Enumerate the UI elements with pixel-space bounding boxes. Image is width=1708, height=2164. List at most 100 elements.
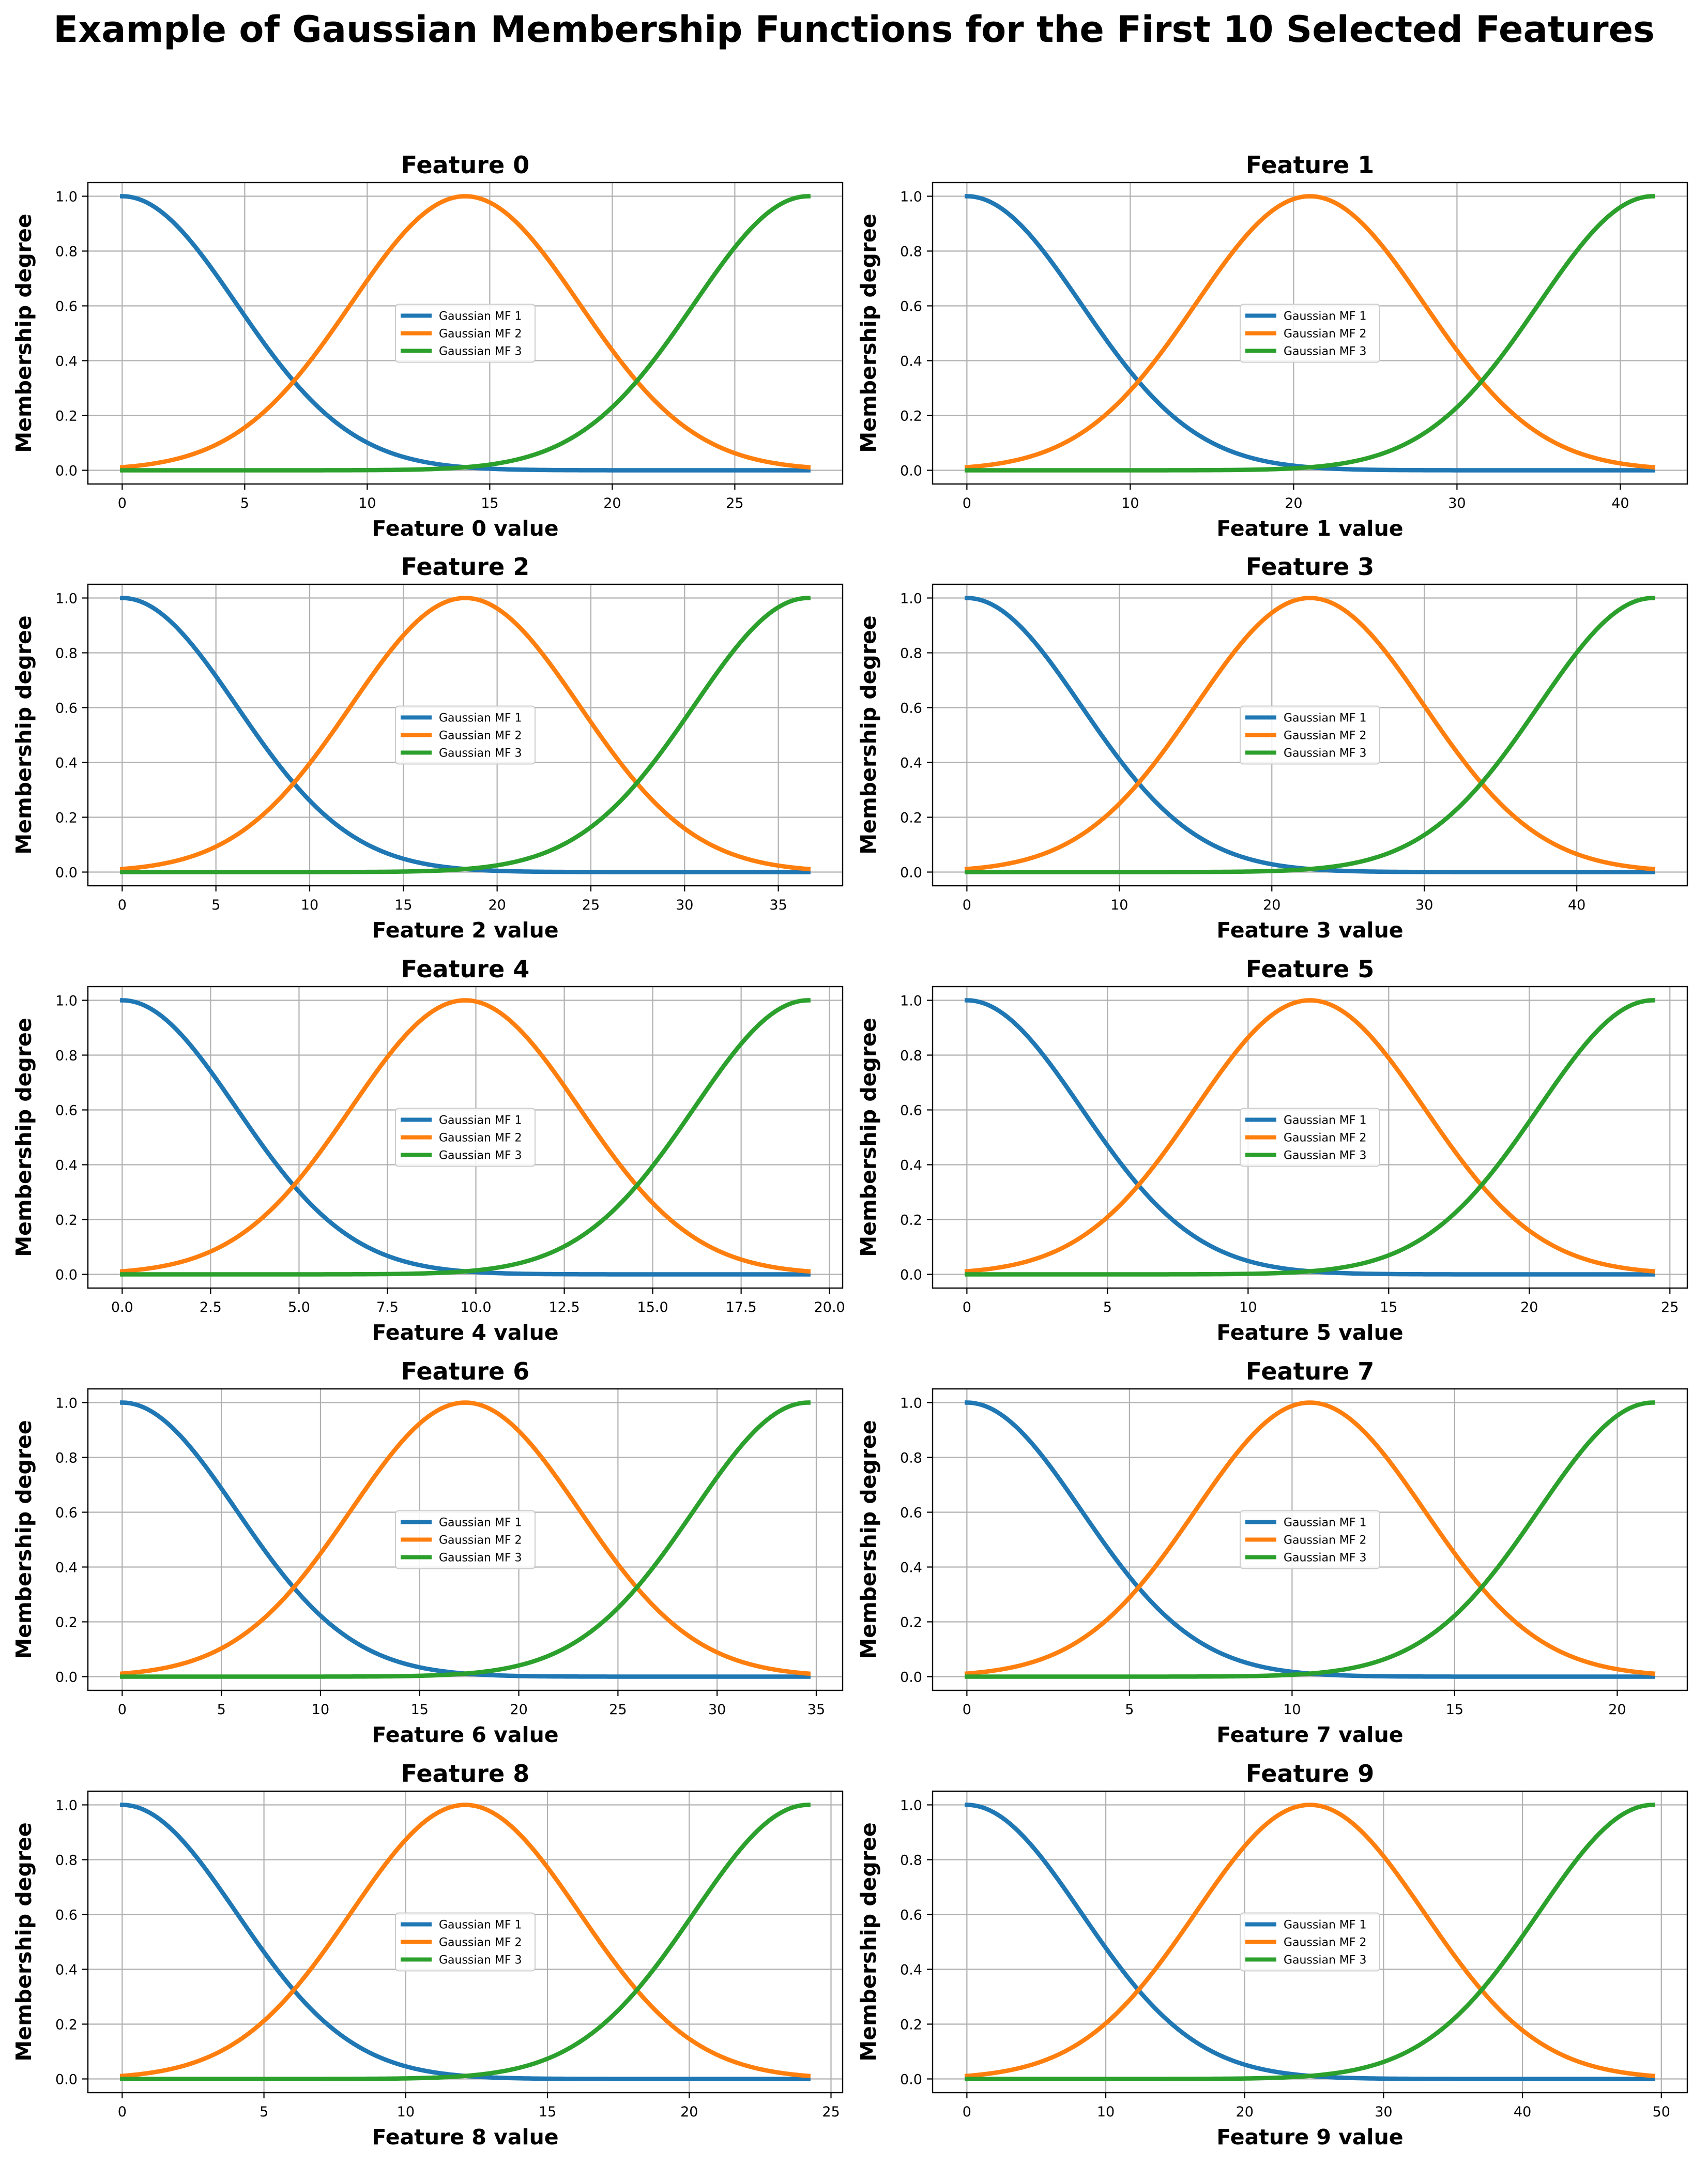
x-tick-label: 20: [1520, 1299, 1538, 1315]
legend-box: [395, 1108, 536, 1167]
legend-label: Gaussian MF 1: [1284, 310, 1367, 323]
y-tick-label: 1.0: [55, 591, 78, 607]
x-tick-label: 5: [1103, 1299, 1112, 1315]
x-tick-label: 10: [1121, 495, 1139, 511]
y-tick-label: 0.0: [900, 1670, 922, 1686]
x-tick-label: 17.5: [726, 1299, 757, 1315]
x-tick-label: 10: [301, 897, 318, 913]
legend-label: Gaussian MF 1: [1284, 1517, 1367, 1530]
subplot-feature-8: 0 5 10 15 20 25 0.0 0.2 0.4 0.6 0.8 1.0 Feature 8 Fea…: [11, 1760, 844, 2150]
axes-frame: [932, 1388, 1688, 1691]
legend-label: Gaussian MF 3: [1284, 1552, 1367, 1565]
x-tick-label: 35: [807, 1702, 825, 1718]
legend-label: Gaussian MF 1: [439, 712, 522, 725]
axes-frame: [932, 583, 1688, 887]
x-axis-label: Feature 0 value: [372, 516, 558, 541]
x-tick-label: 0: [963, 495, 971, 511]
x-axis-label: Feature 1 value: [1216, 516, 1403, 541]
legend-label: Gaussian MF 1: [1284, 712, 1367, 725]
legend-label: Gaussian MF 1: [439, 1919, 522, 1932]
x-tick-label: 25: [609, 1702, 627, 1718]
series-line-mf2: [964, 1803, 1656, 2079]
series-line-mf2: [119, 1400, 811, 1676]
x-tick-label: 50: [1653, 2104, 1670, 2120]
x-tick-label: 0: [963, 2104, 971, 2120]
legend-label: Gaussian MF 2: [439, 328, 522, 341]
y-tick-label: 1.0: [900, 1798, 922, 1814]
y-tick-label: 0.0: [55, 865, 78, 881]
legend-label: Gaussian MF 3: [439, 1954, 522, 1967]
x-tick-label: 20: [1236, 2104, 1254, 2120]
x-tick-label: 10: [1239, 1299, 1257, 1315]
subplot-title: Feature 8: [401, 1760, 529, 1788]
figure-title: Example of Gaussian Membership Functions…: [53, 8, 1655, 51]
subplot-title: Feature 7: [1246, 1357, 1374, 1385]
y-tick-label: 1.0: [900, 993, 922, 1009]
subplot-feature-4: 0.0 2.5 5.0 7.5 10.0 12.5 15.0 17.5 20.0 0.0 0.2 0.…: [11, 955, 845, 1345]
y-tick-label: 0.8: [55, 1048, 78, 1064]
x-tick-label: 20: [1285, 495, 1302, 511]
axes-frame: [87, 1388, 844, 1691]
y-tick-label: 0.4: [900, 354, 922, 370]
x-axis-label: Feature 5 value: [1216, 1320, 1403, 1345]
x-tick-label: 15: [1380, 1299, 1397, 1315]
series-line-mf2: [119, 194, 811, 470]
x-tick-label: 20: [1263, 897, 1280, 913]
x-tick-label: 20: [680, 2104, 698, 2120]
legend-label: Gaussian MF 3: [439, 1552, 522, 1565]
axes-frame: [932, 1790, 1688, 2094]
x-tick-label: 15: [394, 897, 412, 913]
x-tick-label: 0: [963, 897, 971, 913]
y-tick-label: 0.6: [55, 1505, 78, 1521]
x-tick-label: 0: [118, 495, 127, 511]
y-tick-label: 0.0: [900, 865, 922, 881]
y-tick-label: 0.6: [900, 299, 922, 315]
y-tick-label: 0.0: [900, 2072, 922, 2088]
series-line-mf3: [120, 1400, 811, 1679]
x-axis-label: Feature 2 value: [372, 918, 558, 943]
legend-label: Gaussian MF 1: [439, 1114, 522, 1127]
y-tick-label: 1.0: [55, 189, 78, 205]
y-axis-label: Membership degree: [856, 1822, 881, 2061]
y-tick-label: 0.6: [55, 299, 78, 315]
x-tick-label: 15.0: [637, 1299, 668, 1315]
axes-frame: [87, 986, 844, 1289]
y-tick-label: 0.4: [900, 1962, 922, 1978]
legend-label: Gaussian MF 1: [439, 310, 522, 323]
series-line-mf2: [964, 1400, 1656, 1676]
x-tick-label: 10: [397, 2104, 415, 2120]
y-tick-label: 0.8: [900, 1853, 922, 1869]
y-tick-label: 0.2: [55, 1213, 78, 1229]
x-tick-label: 30: [1448, 495, 1466, 511]
y-axis-label: Membership degree: [856, 1018, 881, 1257]
series-line-mf3: [965, 1803, 1656, 2081]
subplot-title: Feature 6: [401, 1357, 529, 1385]
x-tick-label: 35: [769, 897, 787, 913]
y-tick-label: 0.2: [900, 810, 922, 826]
x-tick-label: 15: [539, 2104, 556, 2120]
x-tick-label: 5.0: [288, 1299, 310, 1315]
y-tick-label: 0.6: [900, 1505, 922, 1521]
y-tick-label: 0.2: [55, 408, 78, 425]
x-tick-label: 0: [963, 1702, 971, 1718]
legend-label: Gaussian MF 3: [1284, 345, 1367, 358]
legend-box: [1240, 304, 1380, 363]
subplot-feature-1: 0 10 20 30 40 0.0 0.2 0.4 0.6 0.8 1.0 Feature 1 Feat…: [856, 151, 1688, 541]
legend-label: Gaussian MF 1: [439, 1517, 522, 1530]
x-tick-label: 5: [1125, 1702, 1134, 1718]
y-tick-label: 0.4: [55, 1158, 78, 1174]
y-tick-label: 0.6: [900, 1908, 922, 1924]
y-tick-label: 1.0: [55, 1798, 78, 1814]
y-tick-label: 1.0: [55, 1396, 78, 1412]
y-tick-label: 1.0: [55, 993, 78, 1009]
subplot-feature-7: 0 5 10 15 20 0.0 0.2 0.4 0.6 0.8 1.0 Feature 7 Featu…: [856, 1357, 1688, 1747]
legend-box: [395, 1912, 536, 1972]
x-tick-label: 30: [708, 1702, 726, 1718]
x-tick-label: 40: [1568, 897, 1585, 913]
legend-label: Gaussian MF 3: [439, 747, 522, 760]
y-tick-label: 0.0: [900, 1267, 922, 1283]
legend-label: Gaussian MF 2: [439, 1132, 522, 1145]
y-tick-label: 1.0: [900, 189, 922, 205]
y-tick-label: 0.8: [55, 1450, 78, 1466]
x-axis-label: Feature 9 value: [1216, 2125, 1403, 2150]
